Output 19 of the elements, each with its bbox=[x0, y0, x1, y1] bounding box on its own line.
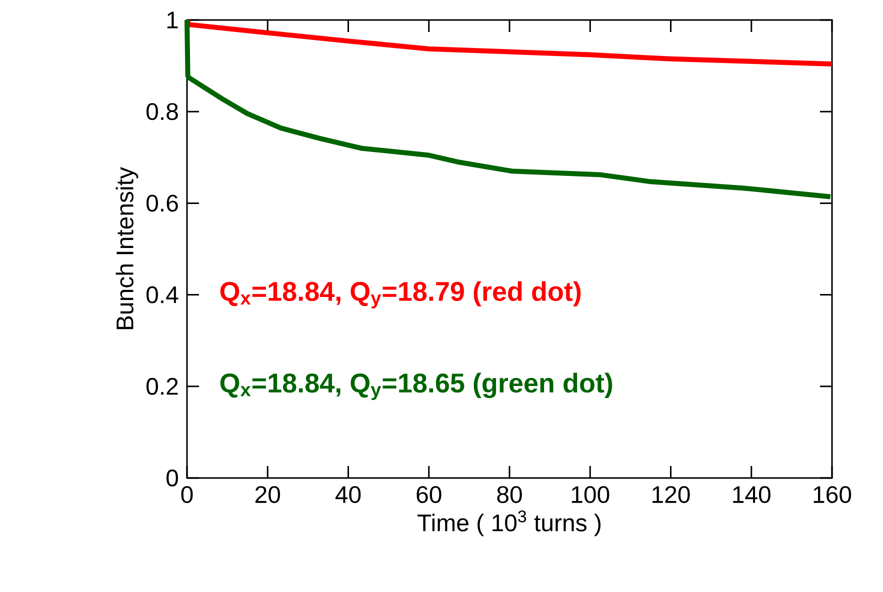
text: Q$_{x}$=18.84, Q$_{y}$=18.65 (green dot) bbox=[220, 372, 612, 400]
x-tick-label: 100 bbox=[572, 486, 610, 504]
x-tick-label: 20 bbox=[255, 486, 280, 504]
x-tick-label: 80 bbox=[497, 486, 522, 504]
y-tick-label: 0 bbox=[166, 469, 178, 486]
x-tick-label: 120 bbox=[652, 486, 690, 504]
y-tick-label: 0.2 bbox=[146, 378, 178, 395]
y-tick-label: 1 bbox=[167, 12, 178, 28]
y-tick-label: 0.8 bbox=[146, 103, 178, 120]
text: Q$_{x}$=18.84, Q$_{y}$=18.79 (red dot) bbox=[220, 281, 581, 308]
x-axis-title: Time ( 10$^{3}$ turns ) bbox=[418, 510, 600, 536]
y-axis-title: Bunch Intensity bbox=[116, 167, 138, 330]
x-tick-label: 140 bbox=[733, 486, 770, 504]
x-tick-label: 160 bbox=[814, 486, 852, 504]
y-tick-label: 0.6 bbox=[146, 194, 178, 212]
x-tick-label: 40 bbox=[335, 486, 361, 504]
y-tick-label: 0.4 bbox=[146, 286, 178, 304]
x-tick-label: 0 bbox=[181, 486, 193, 504]
x-tick-label: 60 bbox=[416, 486, 442, 504]
